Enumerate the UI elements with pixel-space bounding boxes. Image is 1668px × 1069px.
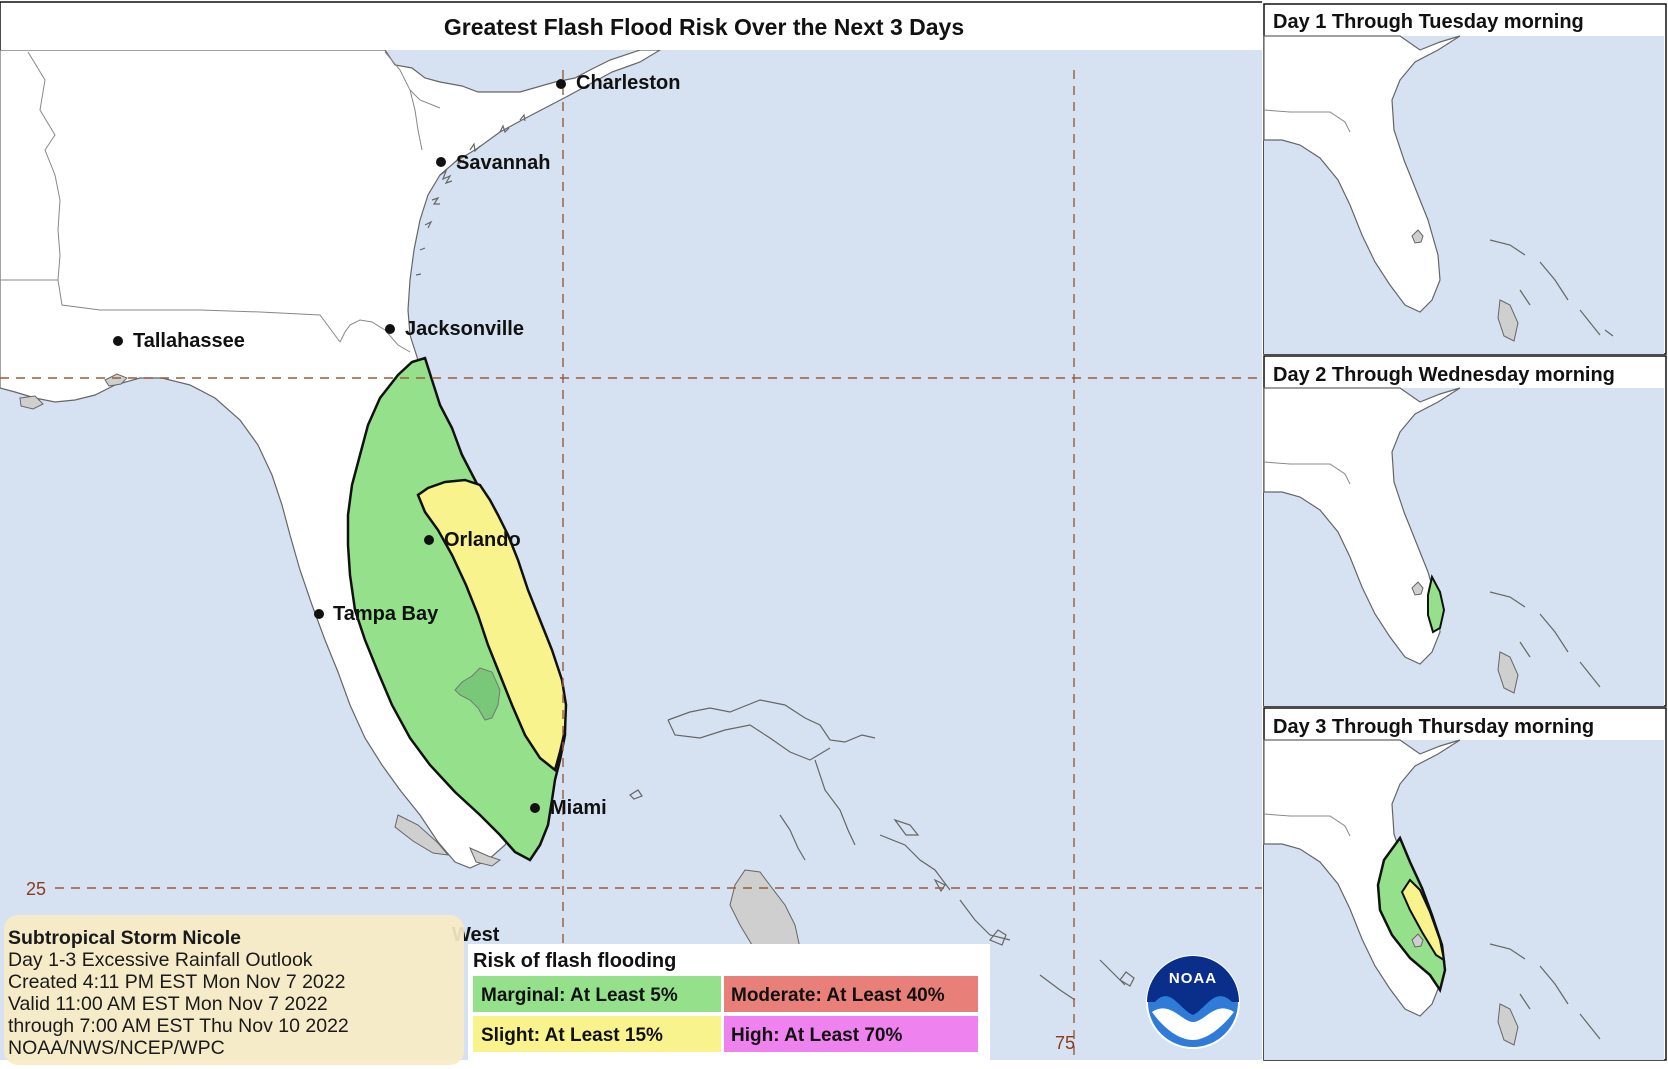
info-storm-name: Subtropical Storm Nicole [8,927,241,949]
inset-day-1: Day 1 Through Tuesday morning [1263,3,1667,355]
info-through: through 7:00 AM EST Thu Nov 10 2022 [8,1015,349,1037]
legend: Risk of flash flooding Marginal: At Leas… [468,944,990,1060]
info-box: Subtropical Storm Nicole Day 1-3 Excessi… [4,915,464,1065]
info-created: Created 4:11 PM EST Mon Nov 7 2022 [8,971,345,993]
city-tallahassee: Tallahassee [113,330,245,352]
legend-title: Risk of flash flooding [473,950,676,972]
city-label-tallahassee: Tallahassee [133,330,245,352]
lon-label-75: 75 [1055,1033,1075,1053]
lat-label-25: 25 [26,879,46,899]
city-tampa-bay: Tampa Bay [314,603,439,625]
city-jacksonville: Jacksonville [385,318,524,340]
legend-item-high: High: At Least 70% [724,1016,978,1052]
noaa-logo: NOAA [1146,955,1240,1049]
legend-item-slight: Slight: At Least 15% [473,1016,721,1052]
legend-swatch-slight [473,1016,721,1052]
legend-swatch-moderate [724,976,978,1012]
noaa-logo-text: NOAA [1169,970,1217,987]
title-band [0,2,1262,50]
legend-label-high: High: At Least 70% [731,1025,902,1046]
atlantic-coast-detail [415,113,526,276]
legend-swatch-marginal [473,976,721,1012]
inset-day-2: Day 2 Through Wednesday morning [1263,355,1667,707]
info-valid: Valid 11:00 AM EST Mon Nov 7 2022 [8,993,328,1015]
city-label-charleston: Charleston [576,72,680,94]
inset-3-slight-area [1400,878,1446,963]
county-lines [409,89,441,109]
city-label-orlando: Orlando [444,529,521,551]
info-agency: NOAA/NWS/NCEP/WPC [8,1037,225,1059]
legend-swatch-high [724,1016,978,1052]
legend-label-moderate: Moderate: At Least 40% [731,985,945,1006]
page-title: Greatest Flash Flood Risk Over the Next … [444,14,964,40]
inset-title-day-2: Day 2 Through Wednesday morning [1273,364,1615,386]
legend-label-marginal: Marginal: At Least 5% [481,985,678,1006]
legend-label-slight: Slight: At Least 15% [481,1025,663,1046]
city-label-savannah: Savannah [456,152,550,174]
inset-title-day-1: Day 1 Through Tuesday morning [1273,11,1584,33]
city-label-jacksonville: Jacksonville [405,318,524,340]
city-charleston: Charleston [556,72,680,94]
city-savannah: Savannah [436,152,550,174]
slight-risk-area [416,478,568,773]
city-label-tampa-bay: Tampa Bay [333,603,439,625]
city-label-miami: Miami [550,797,607,819]
inset-title-day-3: Day 3 Through Thursday morning [1273,716,1594,738]
inset-1-land [1263,35,1461,313]
info-box-bg [4,915,464,1065]
city-orlando: Orlando [424,529,521,551]
main-map: 25 75 Charleston Savannah Jacksonville T… [0,1,1262,1060]
legend-item-marginal: Marginal: At Least 5% [473,976,721,1012]
legend-item-moderate: Moderate: At Least 40% [724,976,978,1012]
gulf-islands [19,373,502,867]
city-miami: Miami [530,797,607,819]
lat-lon-grid [0,70,1262,1060]
inset-2-marginal-area [1427,574,1446,634]
state-borders [0,51,423,353]
inset-day-3: Day 3 Through Thursday morning [1263,707,1667,1061]
inland-lake [454,667,501,721]
bahamas-outline [629,699,1135,1001]
info-product: Day 1-3 Excessive Rainfall Outlook [8,949,313,971]
